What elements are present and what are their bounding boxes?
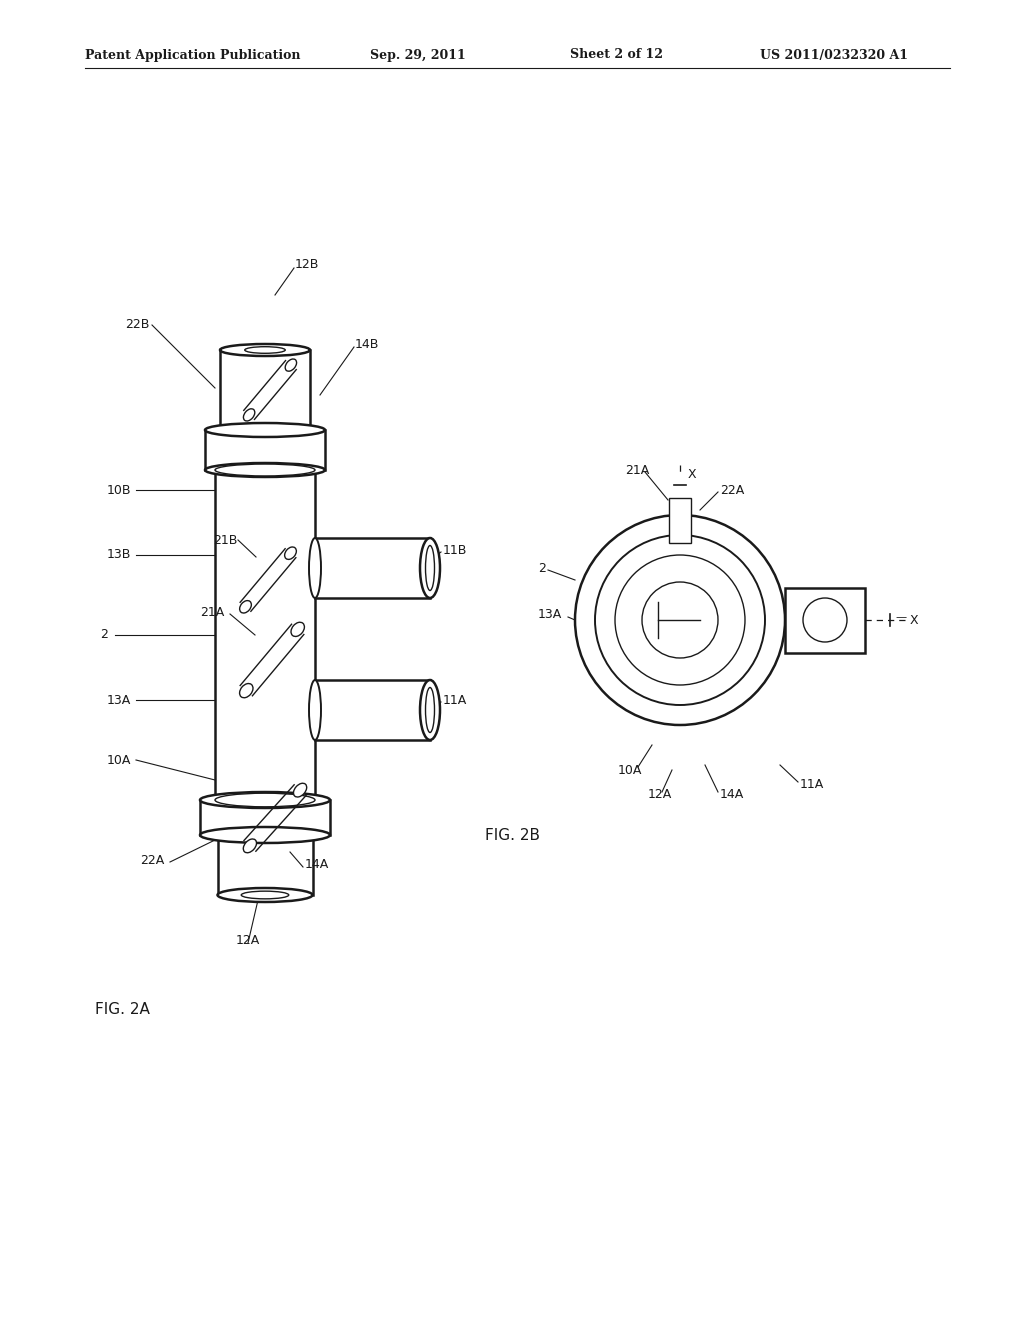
Text: Sheet 2 of 12: Sheet 2 of 12 [570, 49, 663, 62]
Text: 10A: 10A [106, 754, 131, 767]
Text: 21B: 21B [213, 533, 238, 546]
Ellipse shape [205, 463, 325, 477]
Ellipse shape [217, 888, 312, 902]
Text: 13B: 13B [106, 549, 131, 561]
Text: 11A: 11A [800, 779, 824, 792]
Text: 2: 2 [538, 561, 546, 574]
Ellipse shape [426, 688, 434, 733]
Text: 14A: 14A [720, 788, 744, 801]
Text: 12A: 12A [648, 788, 672, 801]
Text: 21A: 21A [200, 606, 224, 619]
Ellipse shape [200, 828, 330, 843]
Text: 22B: 22B [125, 318, 150, 331]
Text: —: — [895, 612, 906, 622]
Text: FIG. 2A: FIG. 2A [95, 1002, 150, 1018]
Circle shape [642, 582, 718, 657]
Ellipse shape [286, 359, 297, 371]
Bar [669, 498, 691, 543]
Text: 21A: 21A [625, 463, 649, 477]
Text: US 2011/0232320 A1: US 2011/0232320 A1 [760, 49, 908, 62]
Ellipse shape [220, 424, 310, 436]
Ellipse shape [309, 539, 321, 598]
Text: 14B: 14B [355, 338, 379, 351]
Ellipse shape [244, 840, 256, 853]
Ellipse shape [205, 422, 325, 437]
Bar [785, 587, 865, 652]
Text: 13A: 13A [538, 609, 562, 622]
Circle shape [575, 515, 785, 725]
Ellipse shape [242, 891, 289, 899]
Ellipse shape [215, 465, 315, 477]
Circle shape [803, 598, 847, 642]
Text: 11A: 11A [443, 693, 467, 706]
Text: 12A: 12A [236, 933, 260, 946]
Ellipse shape [244, 409, 255, 421]
Ellipse shape [294, 783, 307, 797]
Text: 13A: 13A [106, 693, 131, 706]
Text: 10B: 10B [106, 483, 131, 496]
Ellipse shape [215, 793, 315, 807]
Text: 14A: 14A [305, 858, 330, 871]
Ellipse shape [285, 546, 296, 560]
Ellipse shape [200, 792, 330, 808]
Ellipse shape [291, 622, 304, 636]
Text: Sep. 29, 2011: Sep. 29, 2011 [370, 49, 466, 62]
Ellipse shape [426, 545, 434, 590]
Text: 12B: 12B [295, 259, 319, 272]
Text: 10A: 10A [618, 763, 642, 776]
Circle shape [615, 554, 745, 685]
Text: 2: 2 [100, 628, 108, 642]
Text: Patent Application Publication: Patent Application Publication [85, 49, 300, 62]
Text: 11B: 11B [443, 544, 467, 557]
Text: FIG. 2B: FIG. 2B [485, 828, 540, 842]
Text: X: X [688, 469, 696, 482]
Ellipse shape [420, 680, 440, 741]
Ellipse shape [420, 539, 440, 598]
Ellipse shape [240, 601, 251, 612]
Text: X: X [910, 614, 919, 627]
Ellipse shape [220, 345, 310, 356]
Ellipse shape [309, 680, 321, 741]
Text: 22A: 22A [720, 483, 744, 496]
Ellipse shape [240, 684, 253, 698]
Ellipse shape [245, 347, 286, 354]
Text: 22A: 22A [140, 854, 164, 866]
Circle shape [595, 535, 765, 705]
